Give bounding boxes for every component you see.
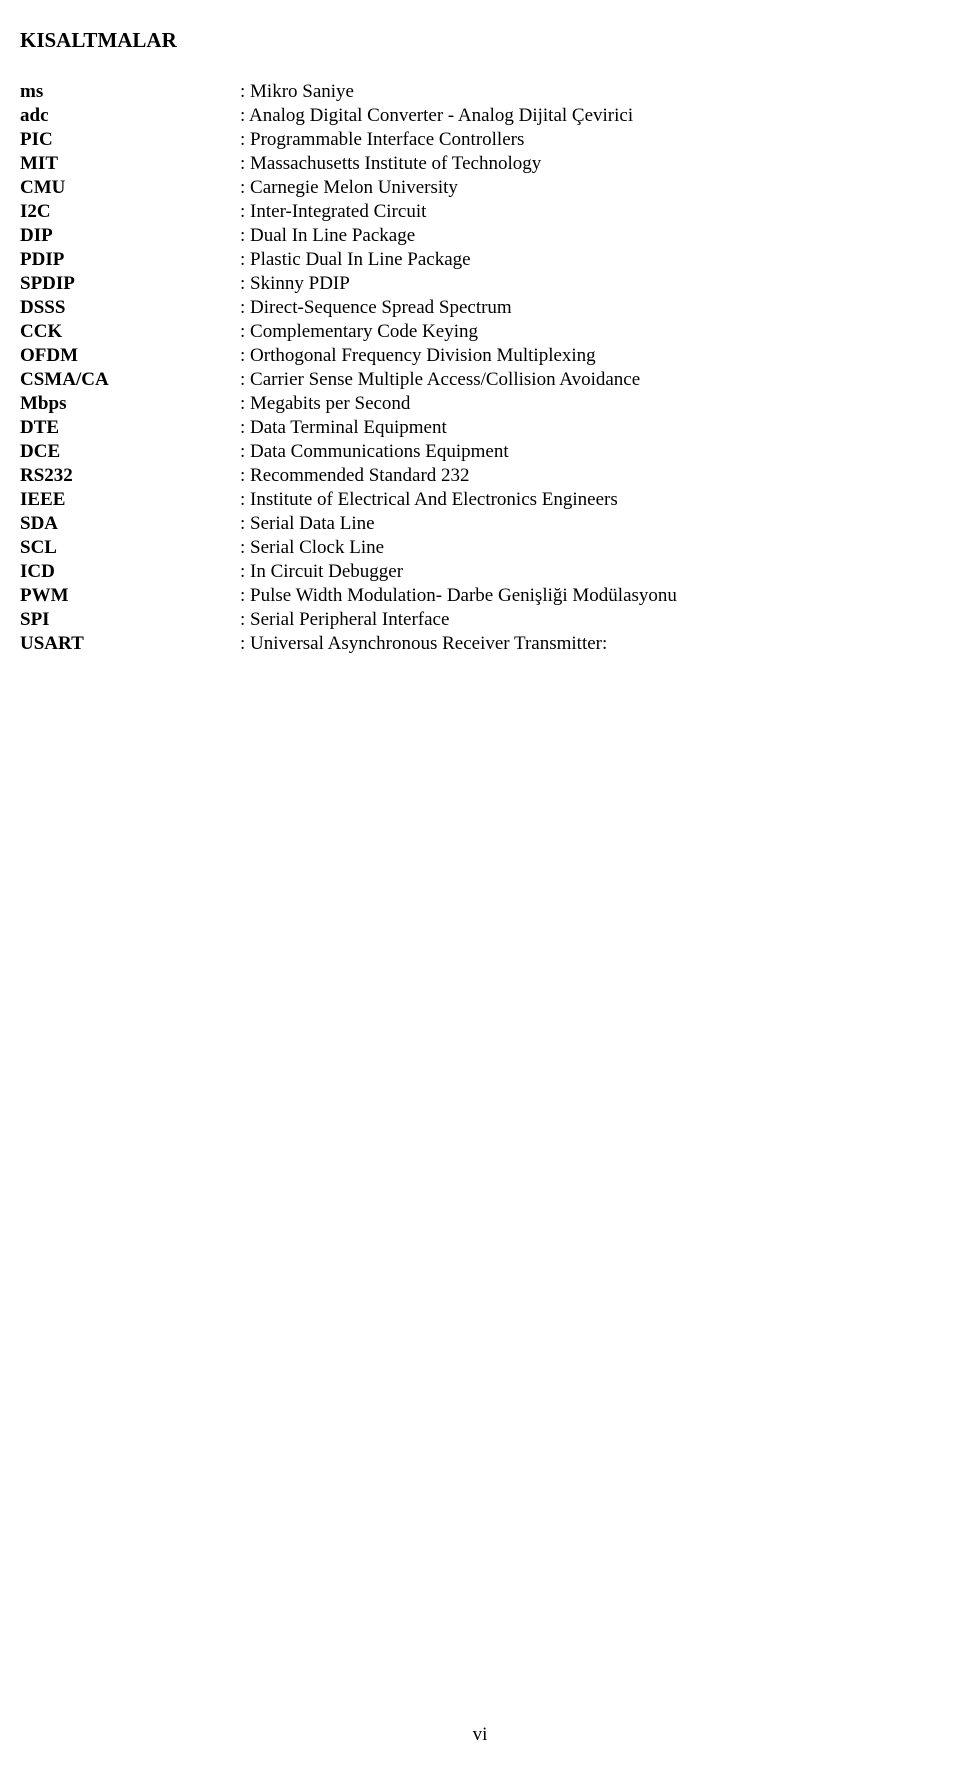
abbr-key: Mbps <box>20 393 240 417</box>
abbr-key: SCL <box>20 537 240 561</box>
abbr-value: : Plastic Dual In Line Package <box>240 249 940 273</box>
abbr-key: DSSS <box>20 297 240 321</box>
table-row: PIC: Programmable Interface Controllers <box>20 129 940 153</box>
table-row: adc: Analog Digital Converter - Analog D… <box>20 105 940 129</box>
abbr-key: DCE <box>20 441 240 465</box>
table-row: CCK: Complementary Code Keying <box>20 321 940 345</box>
abbr-value: : Dual In Line Package <box>240 225 940 249</box>
abbr-value: : Direct-Sequence Spread Spectrum <box>240 297 940 321</box>
table-row: ms: Mikro Saniye <box>20 81 940 105</box>
abbr-value: : Serial Clock Line <box>240 537 940 561</box>
abbr-value: : Programmable Interface Controllers <box>240 129 940 153</box>
abbr-value: : Data Terminal Equipment <box>240 417 940 441</box>
abbr-value: : Analog Digital Converter - Analog Diji… <box>240 105 940 129</box>
table-row: PWM: Pulse Width Modulation- Darbe Geniş… <box>20 585 940 609</box>
abbr-key: CCK <box>20 321 240 345</box>
abbr-key: CMU <box>20 177 240 201</box>
abbr-value: : Institute of Electrical And Electronic… <box>240 489 940 513</box>
abbr-value: : Serial Data Line <box>240 513 940 537</box>
abbr-key: MIT <box>20 153 240 177</box>
table-row: CMU: Carnegie Melon University <box>20 177 940 201</box>
abbr-key: I2C <box>20 201 240 225</box>
abbr-value: : Universal Asynchronous Receiver Transm… <box>240 633 940 657</box>
abbr-key: RS232 <box>20 465 240 489</box>
abbr-key: USART <box>20 633 240 657</box>
abbr-key: DTE <box>20 417 240 441</box>
abbr-key: adc <box>20 105 240 129</box>
table-row: SCL: Serial Clock Line <box>20 537 940 561</box>
abbr-key: OFDM <box>20 345 240 369</box>
table-row: DTE: Data Terminal Equipment <box>20 417 940 441</box>
abbr-value: : Serial Peripheral Interface <box>240 609 940 633</box>
abbr-value: : Skinny PDIP <box>240 273 940 297</box>
abbr-value: : Megabits per Second <box>240 393 940 417</box>
abbr-key: ms <box>20 81 240 105</box>
abbr-value: : Inter-Integrated Circuit <box>240 201 940 225</box>
abbr-key: SDA <box>20 513 240 537</box>
abbr-value: : Carrier Sense Multiple Access/Collisio… <box>240 369 940 393</box>
table-row: OFDM: Orthogonal Frequency Division Mult… <box>20 345 940 369</box>
table-row: I2C: Inter-Integrated Circuit <box>20 201 940 225</box>
table-row: USART: Universal Asynchronous Receiver T… <box>20 633 940 657</box>
abbr-value: : Carnegie Melon University <box>240 177 940 201</box>
table-row: DIP: Dual In Line Package <box>20 225 940 249</box>
table-row: PDIP: Plastic Dual In Line Package <box>20 249 940 273</box>
table-row: SPI: Serial Peripheral Interface <box>20 609 940 633</box>
table-row: CSMA/CA: Carrier Sense Multiple Access/C… <box>20 369 940 393</box>
table-row: DCE: Data Communications Equipment <box>20 441 940 465</box>
table-row: MIT: Massachusetts Institute of Technolo… <box>20 153 940 177</box>
abbr-value: : In Circuit Debugger <box>240 561 940 585</box>
table-row: IEEE: Institute of Electrical And Electr… <box>20 489 940 513</box>
table-row: SDA: Serial Data Line <box>20 513 940 537</box>
abbr-value: : Recommended Standard 232 <box>240 465 940 489</box>
abbr-value: : Pulse Width Modulation- Darbe Genişliğ… <box>240 585 940 609</box>
abbr-key: SPDIP <box>20 273 240 297</box>
abbr-key: ICD <box>20 561 240 585</box>
page-number: vi <box>0 1724 960 1746</box>
table-row: Mbps: Megabits per Second <box>20 393 940 417</box>
page-title: KISALTMALAR <box>20 28 940 53</box>
abbr-key: SPI <box>20 609 240 633</box>
abbr-value: : Complementary Code Keying <box>240 321 940 345</box>
table-row: SPDIP: Skinny PDIP <box>20 273 940 297</box>
abbr-key: PDIP <box>20 249 240 273</box>
abbr-value: : Data Communications Equipment <box>240 441 940 465</box>
table-row: ICD: In Circuit Debugger <box>20 561 940 585</box>
abbr-value: : Mikro Saniye <box>240 81 940 105</box>
abbr-key: PIC <box>20 129 240 153</box>
abbr-key: PWM <box>20 585 240 609</box>
abbr-value: : Massachusetts Institute of Technology <box>240 153 940 177</box>
table-row: RS232: Recommended Standard 232 <box>20 465 940 489</box>
abbreviations-table: ms: Mikro Saniyeadc: Analog Digital Conv… <box>20 81 940 657</box>
abbr-key: IEEE <box>20 489 240 513</box>
abbr-key: CSMA/CA <box>20 369 240 393</box>
table-row: DSSS: Direct-Sequence Spread Spectrum <box>20 297 940 321</box>
abbr-value: : Orthogonal Frequency Division Multiple… <box>240 345 940 369</box>
abbr-key: DIP <box>20 225 240 249</box>
